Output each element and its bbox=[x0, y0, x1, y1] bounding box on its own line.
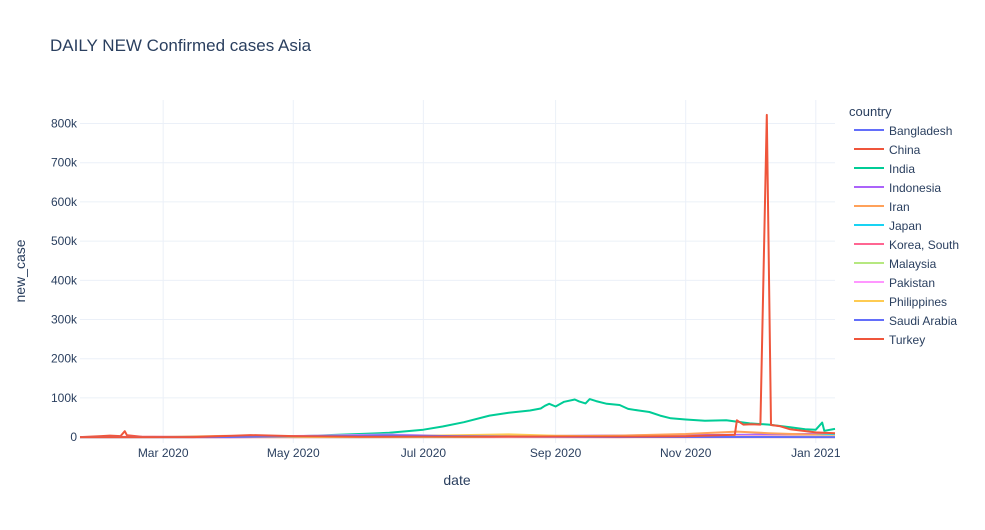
y-tick-label: 500k bbox=[51, 234, 78, 248]
series-line-turkey bbox=[80, 113, 836, 439]
chart-title: DAILY NEW Confirmed cases Asia bbox=[50, 36, 312, 55]
x-axis-title: date bbox=[443, 472, 470, 488]
legend-item-iran: Iran bbox=[889, 200, 910, 214]
legend-item-malaysia: Malaysia bbox=[889, 257, 937, 271]
legend-item-korea-south: Korea, South bbox=[889, 238, 959, 252]
legend-item-turkey: Turkey bbox=[889, 333, 925, 347]
x-axis-ticks: Mar 2020 May 2020 Jul 2020 Sep 2020 Nov 2020… bbox=[138, 446, 841, 460]
legend-item-india: India bbox=[889, 162, 915, 176]
legend-item-philippines: Philippines bbox=[889, 295, 947, 309]
x-tick-label: May 2020 bbox=[267, 446, 320, 460]
y-tick-label: 100k bbox=[51, 391, 78, 405]
y-tick-label: 0 bbox=[70, 430, 77, 444]
y-tick-label: 400k bbox=[51, 273, 78, 287]
legend-item-japan: Japan bbox=[889, 219, 922, 233]
y-tick-label: 300k bbox=[51, 313, 78, 327]
y-tick-label: 200k bbox=[51, 352, 78, 366]
x-tick-label: Jul 2020 bbox=[401, 446, 447, 460]
y-axis-title: new_case bbox=[12, 239, 28, 302]
legend-item-china: China bbox=[889, 143, 921, 157]
y-tick-label: 700k bbox=[51, 156, 78, 170]
plot-area bbox=[79, 113, 836, 439]
y-axis-ticks: 0 100k 200k 300k 400k 500k 600k 700k 800k bbox=[51, 117, 78, 445]
legend-item-saudi-arabia: Saudi Arabia bbox=[889, 314, 957, 328]
legend-item-indonesia: Indonesia bbox=[889, 181, 941, 195]
legend-title: country bbox=[849, 104, 892, 119]
legend-item-bangladesh: Bangladesh bbox=[889, 124, 952, 138]
x-tick-label: Jan 2021 bbox=[791, 446, 841, 460]
x-tick-label: Nov 2020 bbox=[660, 446, 712, 460]
legend-item-pakistan: Pakistan bbox=[889, 276, 935, 290]
gridlines bbox=[80, 100, 835, 443]
x-tick-label: Sep 2020 bbox=[530, 446, 582, 460]
y-tick-label: 600k bbox=[51, 195, 78, 209]
y-tick-label: 800k bbox=[51, 117, 78, 131]
x-tick-label: Mar 2020 bbox=[138, 446, 189, 460]
legend: country Bangladesh China India Indonesia Ira… bbox=[849, 104, 959, 347]
